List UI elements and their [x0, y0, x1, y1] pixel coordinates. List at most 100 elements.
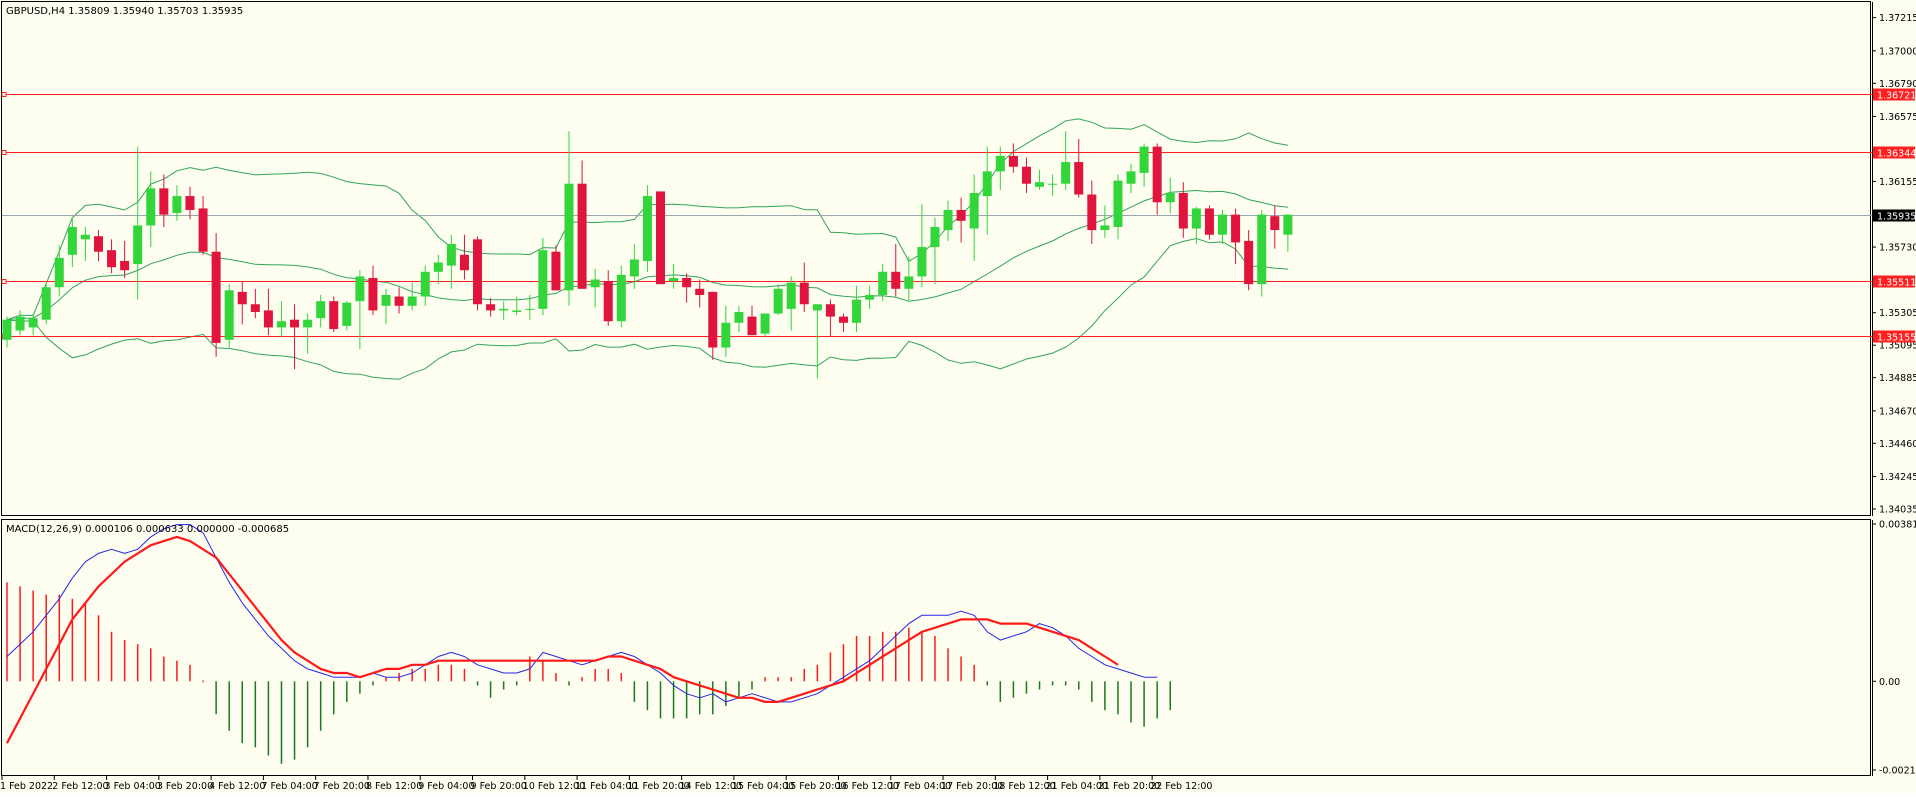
candle: [1231, 208, 1241, 265]
level-anchor: [1, 150, 7, 155]
candle: [590, 268, 600, 308]
candle: [133, 146, 143, 300]
candlestick-series: [2, 131, 1293, 379]
candle-body: [629, 259, 639, 277]
time-label: 3 Feb 04:00: [105, 781, 161, 792]
macd-panel-frame: [1, 519, 1871, 776]
candle: [525, 294, 535, 320]
candle: [956, 197, 966, 243]
price-tick-label: 1.37000: [1879, 46, 1916, 57]
level-label-box: [1873, 330, 1915, 343]
horizontal-levels[interactable]: [1, 92, 1872, 339]
candle: [1165, 177, 1175, 214]
candle-body: [1048, 183, 1058, 185]
candle-body: [512, 310, 522, 312]
price-tick-label: 1.35095: [1879, 341, 1916, 352]
candle-body: [708, 291, 718, 348]
current-price-label: 1.35935: [1877, 212, 1916, 223]
time-label: 11 Feb 20:00: [627, 781, 689, 792]
time-label: 9 Feb 20:00: [471, 781, 527, 792]
level-label: 1.36721: [1877, 91, 1916, 102]
time-label: 18 Feb 12:00: [993, 781, 1055, 792]
candle: [917, 203, 927, 288]
macd-tick-label: 0.003814: [1879, 520, 1916, 531]
candle-body: [15, 316, 25, 331]
time-label: 11 Feb 04:00: [575, 781, 637, 792]
candle: [682, 273, 692, 303]
candle: [1113, 174, 1123, 240]
candle-body: [1113, 180, 1123, 227]
candle: [773, 284, 783, 316]
candle: [1204, 205, 1214, 240]
candle-body: [656, 191, 665, 285]
time-label: 21 Feb 04:00: [1046, 781, 1108, 792]
candle: [538, 237, 548, 316]
candle: [995, 146, 1005, 190]
candle-body: [695, 288, 705, 295]
candle-body: [799, 282, 809, 305]
candle-body: [1283, 214, 1293, 235]
candle-body: [1100, 225, 1110, 231]
candle: [185, 186, 195, 220]
price-tick-label: 1.36155: [1879, 177, 1916, 188]
candle-body: [1231, 214, 1241, 243]
candle-body: [67, 226, 77, 255]
candle: [656, 191, 665, 285]
candle-body: [1008, 155, 1018, 167]
candle: [1244, 230, 1254, 291]
candle: [512, 296, 522, 316]
candle: [865, 285, 875, 309]
candle-body: [525, 308, 535, 310]
candle-body: [329, 301, 339, 329]
candle: [407, 282, 417, 311]
time-label: 8 Feb 12:00: [366, 781, 422, 792]
candle: [1074, 138, 1084, 198]
candle-body: [93, 236, 103, 252]
time-label: 17 Feb 20:00: [941, 781, 1003, 792]
time-label: 9 Feb 04:00: [418, 781, 474, 792]
candle-body: [355, 276, 365, 302]
candle-body: [316, 301, 326, 319]
macd-tick-label: -0.002151: [1879, 766, 1916, 777]
price-tick-label: 1.36575: [1879, 112, 1916, 123]
candle-body: [159, 188, 169, 215]
candle: [120, 240, 130, 278]
candle-body: [303, 319, 313, 328]
candle: [838, 313, 848, 333]
candle-body: [669, 277, 679, 282]
candle: [825, 299, 835, 337]
price-tick-label: 1.34670: [1879, 406, 1916, 417]
price-tick-label: 1.37215: [1879, 13, 1916, 24]
candle: [433, 254, 443, 285]
candle: [316, 294, 326, 328]
candle-body: [1035, 182, 1045, 187]
candle: [669, 264, 679, 289]
candle: [969, 174, 979, 261]
candle: [107, 239, 117, 274]
candle-body: [590, 279, 600, 288]
candle: [80, 226, 90, 261]
candle-body: [185, 196, 195, 210]
candle-body: [721, 322, 731, 348]
candle: [1021, 157, 1031, 193]
candle-body: [616, 274, 626, 322]
candle: [459, 234, 469, 280]
macd-lines: [6, 524, 1158, 744]
macd-axis: 0.003814 0.00 -0.002151: [1872, 520, 1916, 777]
candle: [54, 245, 64, 297]
candle-body: [995, 155, 1005, 172]
candle-body: [290, 319, 300, 328]
candle: [904, 256, 914, 302]
current-price-box: [1873, 209, 1915, 222]
candle-body: [1204, 208, 1214, 235]
candle-body: [1021, 166, 1031, 184]
time-label: 21 Feb 20:00: [1098, 781, 1160, 792]
macd-tick-label: 0.00: [1879, 677, 1900, 688]
price-tick-label: 1.35730: [1879, 243, 1916, 254]
time-label: 2 Feb 12:00: [52, 781, 108, 792]
candle-body: [786, 282, 796, 309]
symbol-info-label: GBPUSD,H4 1.35809 1.35940 1.35703 1.3593…: [6, 6, 243, 17]
candle: [93, 230, 103, 261]
